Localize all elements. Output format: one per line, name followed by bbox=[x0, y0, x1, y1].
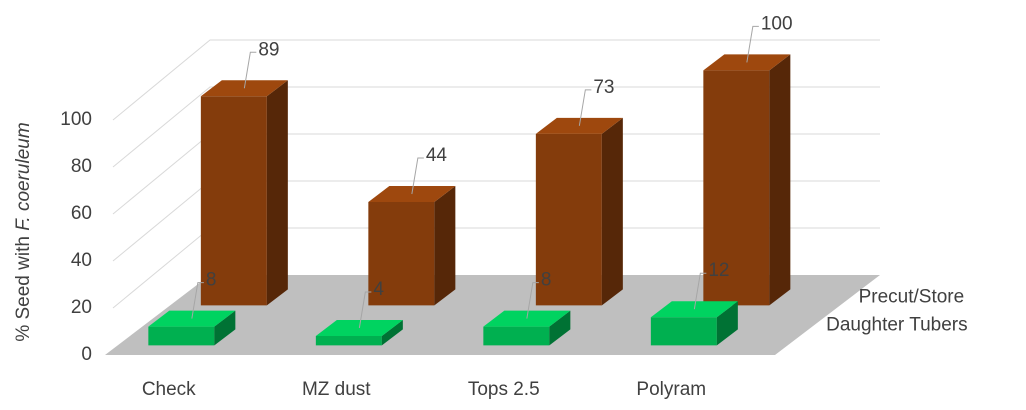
bar-front bbox=[703, 70, 770, 306]
y-axis-title: % Seed with F. coeruleum bbox=[13, 122, 34, 341]
y-tick-label: 0 bbox=[81, 344, 92, 365]
bar-side bbox=[769, 54, 791, 306]
x-tick-label: Polyram bbox=[636, 379, 706, 400]
bar-front bbox=[650, 317, 717, 346]
bar bbox=[535, 117, 623, 306]
data-label: 73 bbox=[593, 77, 614, 98]
data-label: 44 bbox=[426, 145, 448, 166]
data-label: 100 bbox=[761, 13, 793, 34]
bar-side bbox=[266, 80, 288, 306]
legend-label: Precut/Store bbox=[859, 286, 965, 307]
bar bbox=[483, 310, 571, 346]
bar-side bbox=[434, 186, 456, 306]
bar-side bbox=[601, 117, 623, 306]
bar-side bbox=[381, 320, 403, 346]
bar bbox=[368, 186, 456, 306]
leader-line bbox=[358, 291, 372, 329]
y-tick-label: 60 bbox=[71, 203, 92, 224]
bar-side bbox=[214, 310, 236, 346]
bar-front bbox=[315, 336, 382, 346]
legend-label: Daughter Tubers bbox=[826, 314, 968, 335]
leader-line bbox=[578, 89, 592, 126]
data-label: 8 bbox=[206, 270, 217, 291]
bar-front bbox=[368, 202, 435, 306]
bar bbox=[703, 54, 791, 306]
y-tick-label: 100 bbox=[60, 109, 92, 130]
bar-side bbox=[549, 310, 571, 346]
bar-front bbox=[148, 326, 215, 346]
leader-line bbox=[746, 25, 759, 63]
data-label: 4 bbox=[373, 279, 384, 300]
leader-line bbox=[693, 272, 707, 310]
y-axis-title-part: F. coeruleum bbox=[13, 122, 34, 230]
x-tick-label: Tops 2.5 bbox=[468, 379, 540, 400]
grid-line bbox=[112, 39, 880, 121]
x-tick-label: Check bbox=[142, 379, 196, 400]
data-label: 12 bbox=[708, 260, 729, 281]
grid-line bbox=[112, 86, 880, 168]
data-label: 89 bbox=[258, 39, 279, 60]
leader-line bbox=[526, 282, 539, 319]
y-tick-label: 40 bbox=[71, 250, 92, 271]
y-tick-label: 20 bbox=[71, 297, 92, 318]
leader-line bbox=[411, 157, 424, 195]
bar-side bbox=[716, 301, 738, 346]
x-tick-label: MZ dust bbox=[302, 379, 371, 400]
bar-front bbox=[535, 133, 602, 306]
bar-front bbox=[200, 96, 267, 306]
leader-line bbox=[243, 51, 257, 89]
y-tick-label: 80 bbox=[71, 156, 92, 177]
bar-top bbox=[535, 117, 623, 134]
data-label: 8 bbox=[541, 270, 552, 291]
leader-line bbox=[191, 282, 204, 319]
y-axis-title-part: % Seed with bbox=[13, 231, 34, 342]
bar-front bbox=[483, 326, 550, 346]
